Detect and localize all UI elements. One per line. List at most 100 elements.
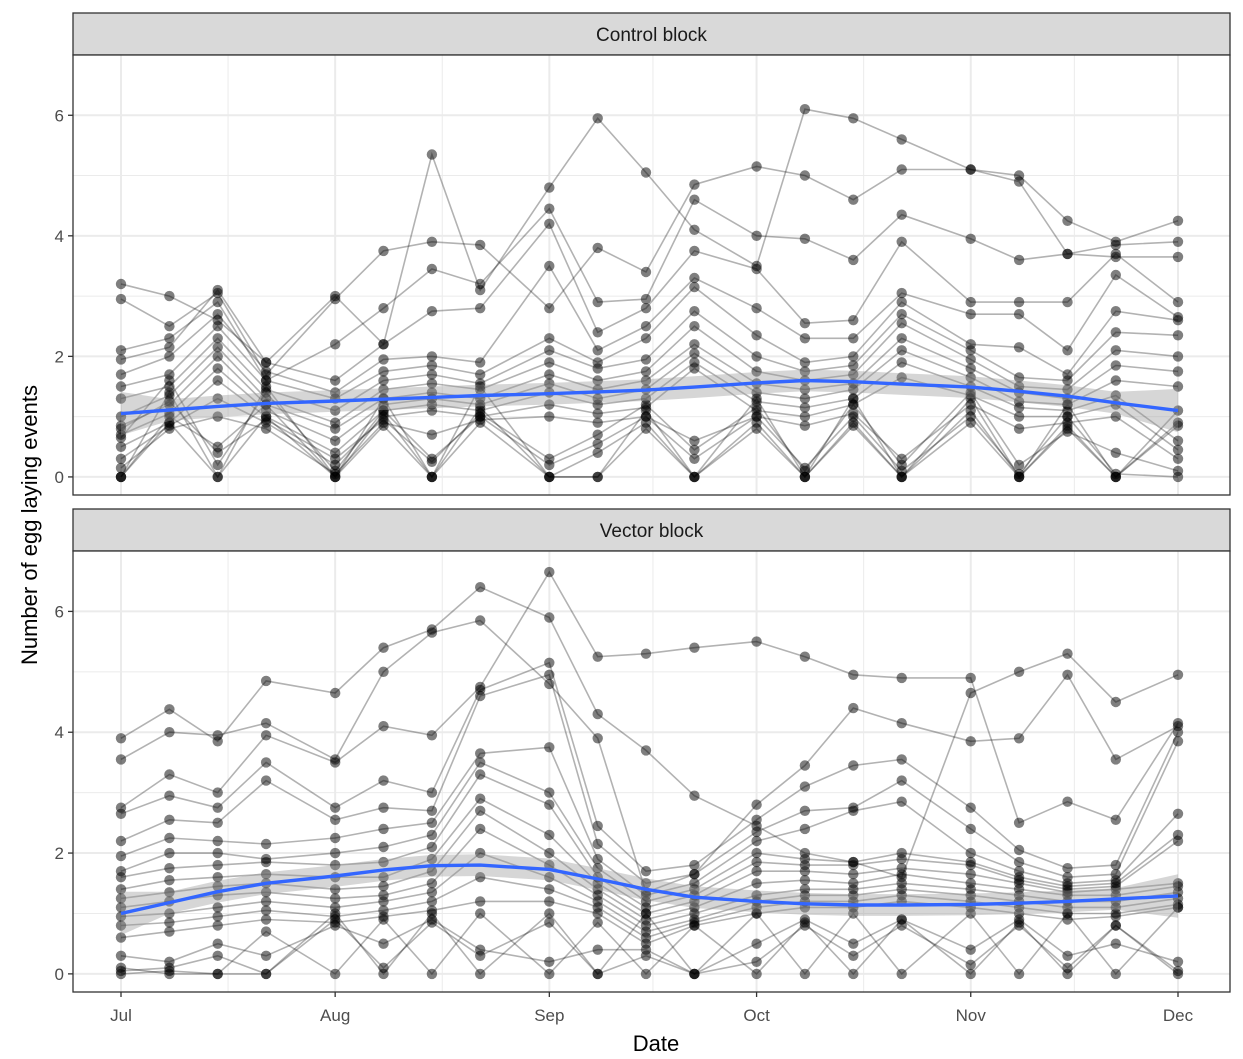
series-2-point <box>896 164 907 175</box>
series-12-point <box>544 399 555 410</box>
series-6-point <box>475 748 486 759</box>
series-4-point <box>378 339 389 350</box>
series-4-point <box>751 263 762 275</box>
series-3-point <box>378 721 389 732</box>
series-18-point <box>751 402 762 413</box>
series-9-point <box>640 375 652 386</box>
series-13-point <box>164 917 175 928</box>
series-9-point <box>212 351 223 362</box>
y-axis-title: Number of egg laying events <box>17 385 42 665</box>
series-2-point <box>164 727 175 738</box>
series-9-point <box>164 875 175 886</box>
series-5-point <box>799 805 811 816</box>
series-6-point <box>544 333 555 344</box>
series-3-point <box>115 345 127 356</box>
series-3-point <box>1013 817 1025 828</box>
series-8-point <box>848 369 859 380</box>
series-17-point <box>751 411 762 422</box>
trend-confidence-band <box>121 854 1178 936</box>
series-6-point <box>896 296 907 308</box>
series-9-point <box>689 339 700 350</box>
panel-control: Control block 0 2 4 6 <box>55 12 1231 496</box>
series-15-point <box>848 908 859 919</box>
series-13-point <box>260 423 272 434</box>
series-13-point <box>1172 453 1184 464</box>
series-10-point <box>544 847 555 859</box>
series-6-point <box>378 823 389 835</box>
series-8-point <box>212 342 223 353</box>
y-tick-label: 2 <box>55 844 64 863</box>
panel-strip <box>72 508 1231 552</box>
series-15-point <box>1062 399 1073 410</box>
series-14-point <box>475 896 486 907</box>
series-16-point <box>426 471 438 483</box>
series-2-point <box>260 718 272 729</box>
series-1-point <box>1062 215 1073 226</box>
series-4-point <box>212 802 223 813</box>
series-12-point <box>115 453 127 464</box>
series-18-point <box>965 944 976 955</box>
series-16-point <box>164 417 175 428</box>
series-2-point <box>689 179 700 190</box>
series-4-point <box>1110 859 1122 871</box>
series-8-point <box>848 859 859 871</box>
series-5-point <box>378 354 389 365</box>
series-8-point <box>965 354 976 365</box>
series-5-point <box>115 369 127 380</box>
series-4-point <box>1172 296 1184 308</box>
series-3-point <box>848 254 859 266</box>
series-17-point <box>592 968 603 980</box>
series-10-point <box>1110 375 1122 386</box>
series-4-point <box>848 315 859 326</box>
series-13-point <box>544 884 555 895</box>
y-tick-label: 4 <box>55 723 64 742</box>
series-18-point <box>164 956 175 967</box>
series-5-point <box>848 333 859 344</box>
series-3-point <box>426 263 438 275</box>
series-18-point <box>164 396 175 407</box>
series-4-point <box>260 757 272 768</box>
series-12-point <box>426 887 438 898</box>
series-6-point <box>212 835 223 847</box>
series-5-point <box>640 878 652 889</box>
series-10-point <box>896 869 907 880</box>
trend-line <box>120 863 1179 916</box>
series-8-point <box>1172 351 1184 362</box>
series-9-point <box>1172 366 1184 377</box>
series-8-point <box>640 366 652 377</box>
series-18-point <box>965 387 976 398</box>
series-4-point <box>115 808 127 819</box>
series-10-point <box>799 393 811 404</box>
series-16-point <box>475 908 486 919</box>
series-5-point <box>965 823 976 835</box>
series-5-point <box>212 309 223 320</box>
series-3-point <box>965 233 976 244</box>
series-8-point <box>1172 835 1184 847</box>
y-tick-label: 6 <box>55 106 64 125</box>
series-2-point <box>751 161 762 172</box>
series-18-point <box>689 444 700 455</box>
series-16-point <box>751 423 762 434</box>
series-5-point <box>115 835 127 847</box>
series-18-point <box>475 408 486 419</box>
series-17-point <box>1110 468 1122 480</box>
series-9-point <box>115 884 127 895</box>
series-7-point <box>1110 327 1122 338</box>
series-12-point <box>689 363 700 374</box>
series-9-point <box>965 869 976 880</box>
series-7-point <box>378 375 389 386</box>
series-15-point <box>1062 908 1073 919</box>
series-5-point <box>1062 345 1073 356</box>
series-14-point <box>212 920 223 931</box>
series-15-point <box>896 968 907 980</box>
series-17-point <box>1013 468 1025 480</box>
series-18-point <box>751 938 762 949</box>
series-10-point <box>378 881 389 892</box>
series-11-point <box>330 893 341 904</box>
series-6-point <box>115 850 127 862</box>
series-15-point <box>164 387 175 398</box>
series-18-point <box>544 453 555 464</box>
series-11-point <box>475 823 486 835</box>
series-10-point <box>330 884 341 895</box>
series-11-point <box>212 375 223 386</box>
